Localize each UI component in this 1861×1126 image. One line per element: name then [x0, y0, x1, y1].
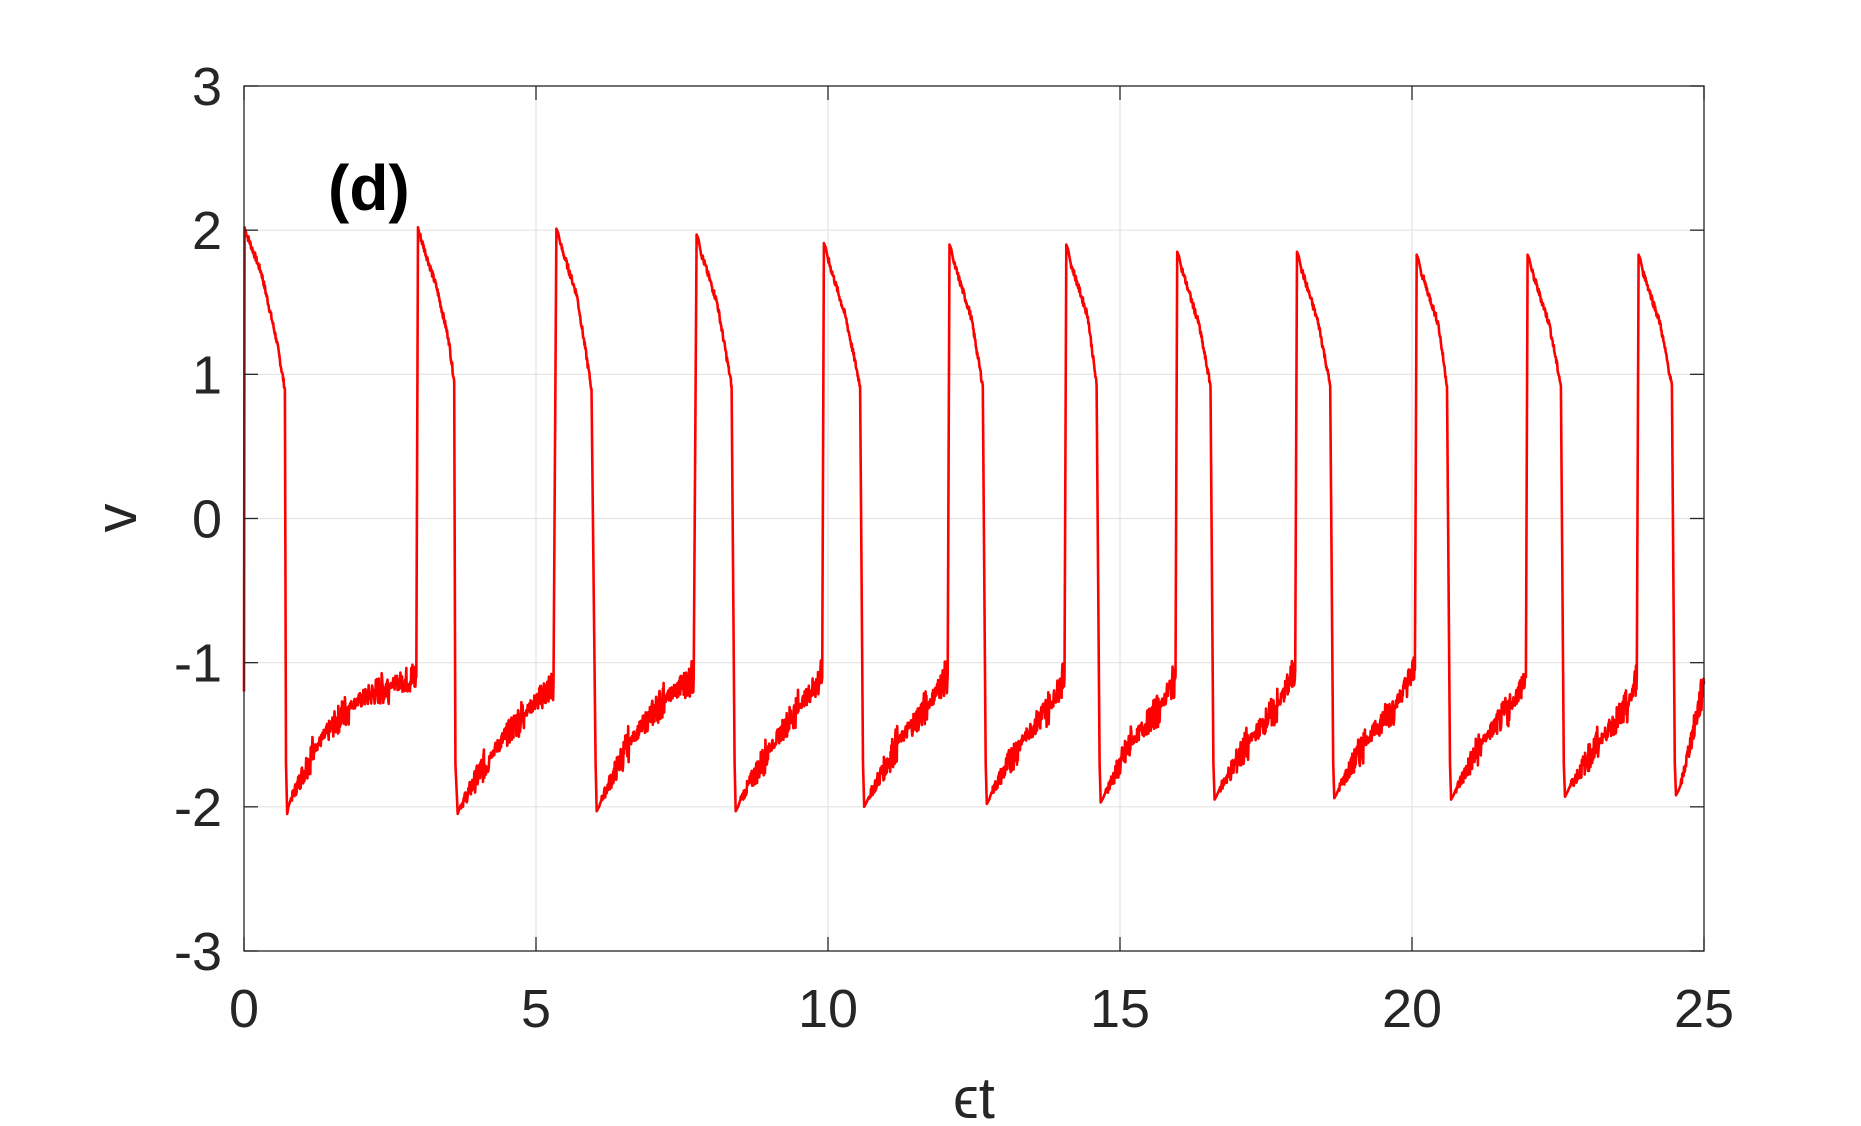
y-tick-label: 3	[192, 57, 222, 117]
x-tick-label: 10	[798, 979, 858, 1039]
x-tick-label: 5	[521, 979, 551, 1039]
series-layer	[242, 226, 1706, 816]
y-tick-label: 2	[192, 201, 222, 261]
y-tick-label: -1	[174, 634, 222, 694]
tick-labels: 0 5 10 15 20 25 -3 -2 -1 0 1 2 3	[174, 57, 1734, 1039]
y-tick-label: 1	[192, 345, 222, 405]
y-tick-label: -2	[174, 778, 222, 838]
x-tick-label: 25	[1674, 979, 1734, 1039]
x-axis-label: ϵt	[953, 1066, 995, 1121]
y-tick-label: -3	[174, 922, 222, 982]
y-tick-label: 0	[192, 490, 222, 550]
x-tick-label: 15	[1090, 979, 1150, 1039]
x-tick-label: 20	[1382, 979, 1442, 1039]
series-line	[242, 226, 1706, 816]
y-axis-label: v	[84, 504, 149, 533]
x-tick-label: 0	[229, 979, 259, 1039]
ticks	[243, 85, 1705, 952]
panel-label: (d)	[328, 152, 410, 224]
